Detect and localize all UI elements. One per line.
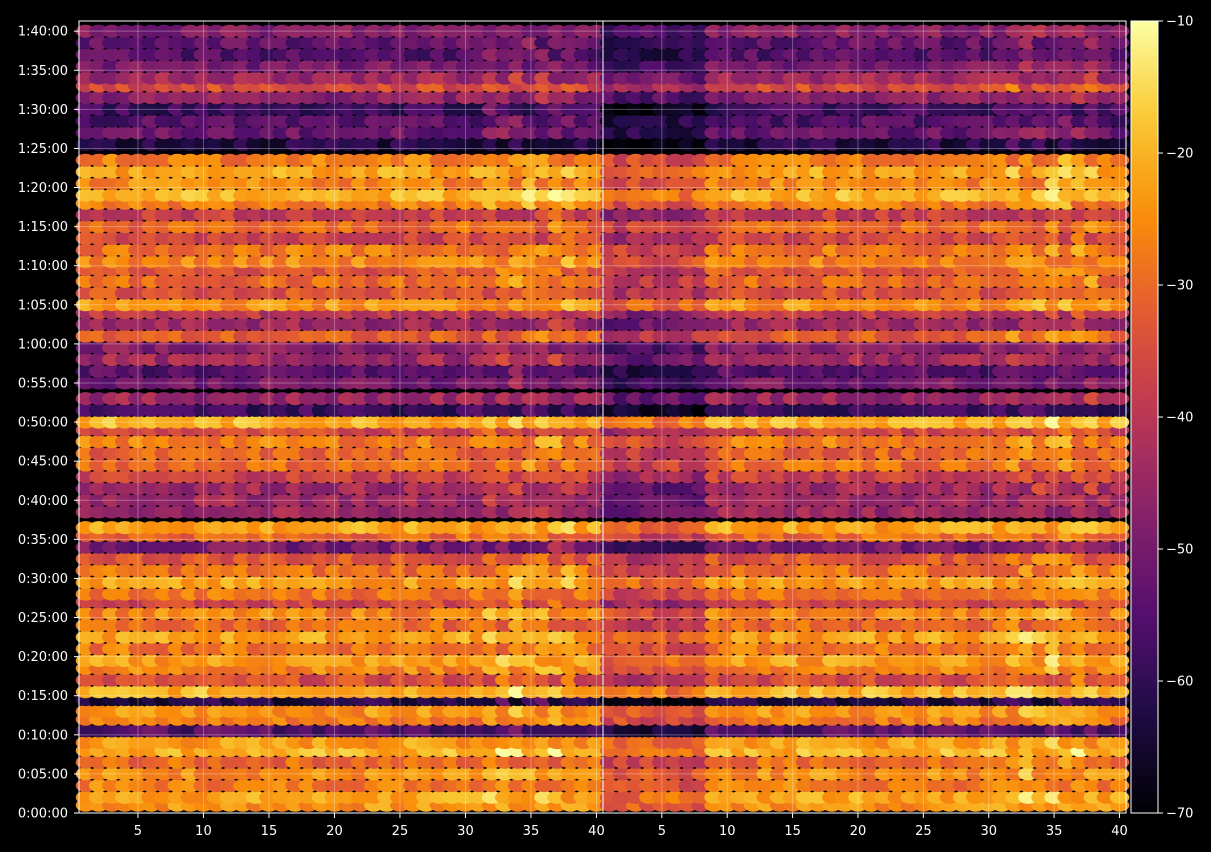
heatmap-panels xyxy=(75,20,1130,814)
heatmap-panel-2 xyxy=(599,20,1130,814)
heatmap-panel-1 xyxy=(75,20,607,814)
